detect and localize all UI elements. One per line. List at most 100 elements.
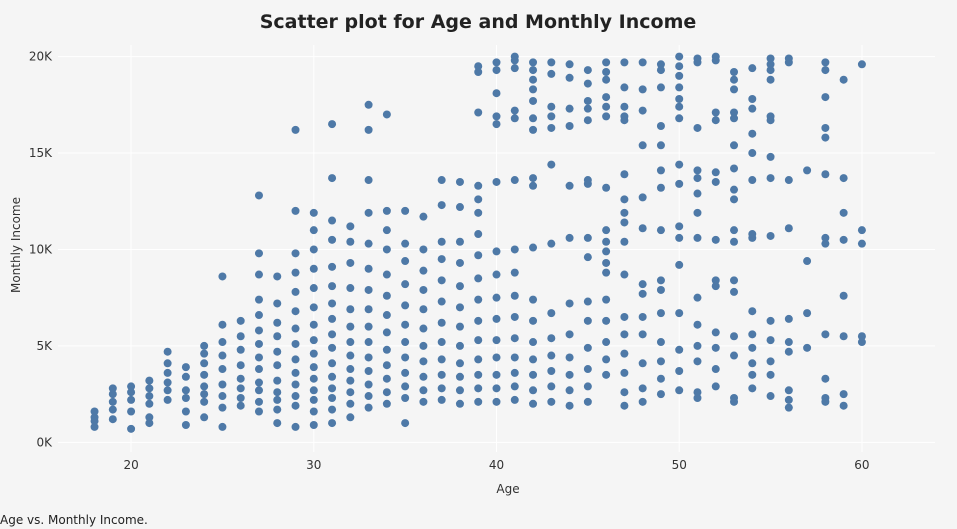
scatter-point: [748, 149, 757, 158]
scatter-point: [218, 392, 227, 401]
scatter-point: [529, 174, 538, 183]
scatter-point: [309, 386, 318, 395]
scatter-point: [784, 176, 793, 185]
scatter-point: [638, 330, 647, 339]
scatter-point: [602, 112, 611, 121]
scatter-point: [693, 293, 702, 302]
scatter-point: [474, 336, 483, 345]
scatter-point: [510, 245, 519, 254]
scatter-point: [529, 316, 538, 325]
scatter-point: [455, 399, 464, 408]
scatter-point: [620, 237, 629, 246]
scatter-point: [602, 58, 611, 67]
scatter-point: [711, 276, 720, 285]
scatter-point: [218, 380, 227, 389]
scatter-point: [529, 295, 538, 304]
scatter-point: [455, 258, 464, 267]
scatter-point: [254, 339, 263, 348]
scatter-point: [766, 336, 775, 345]
scatter-point: [236, 332, 245, 341]
scatter-point: [328, 343, 337, 352]
scatter-point: [547, 382, 556, 391]
scatter-point: [748, 359, 757, 368]
scatter-point: [200, 341, 209, 350]
scatter-point: [364, 366, 373, 375]
scatter-point: [328, 359, 337, 368]
x-tick-label: 30: [306, 458, 321, 472]
scatter-point: [583, 233, 592, 242]
scatter-point: [784, 314, 793, 323]
scatter-point: [382, 226, 391, 235]
scatter-point: [181, 407, 190, 416]
scatter-point: [693, 54, 702, 63]
scatter-point: [419, 397, 428, 406]
scatter-point: [474, 68, 483, 77]
y-tick-label: 10K: [29, 242, 53, 256]
scatter-point: [364, 264, 373, 273]
scatter-point: [108, 405, 117, 414]
scatter-point: [620, 112, 629, 121]
scatter-point: [730, 164, 739, 173]
scatter-point: [236, 374, 245, 383]
scatter-point: [309, 420, 318, 429]
scatter-point: [620, 312, 629, 321]
scatter-point: [565, 401, 574, 410]
scatter-point: [766, 60, 775, 69]
scatter-point: [547, 239, 556, 248]
scatter-point: [784, 54, 793, 63]
scatter-point: [766, 112, 775, 121]
scatter-point: [419, 341, 428, 350]
scatter-point: [784, 338, 793, 347]
scatter-point: [602, 247, 611, 256]
scatter-point: [328, 262, 337, 271]
scatter-point: [218, 338, 227, 347]
scatter-point: [364, 208, 373, 217]
scatter-point: [565, 233, 574, 242]
scatter-point: [711, 177, 720, 186]
scatter-point: [273, 347, 282, 356]
scatter-point: [638, 384, 647, 393]
scatter-point: [803, 343, 812, 352]
scatter-point: [419, 285, 428, 294]
scatter-point: [784, 395, 793, 404]
scatter-point: [602, 355, 611, 364]
scatter-point: [620, 218, 629, 227]
scatter-point: [693, 341, 702, 350]
scatter-point: [108, 390, 117, 399]
scatter-point: [90, 407, 99, 416]
scatter-point: [309, 226, 318, 235]
scatter-point: [492, 270, 501, 279]
scatter-point: [401, 393, 410, 402]
scatter-point: [455, 203, 464, 212]
scatter-point: [254, 326, 263, 335]
scatter-point: [455, 386, 464, 395]
scatter-point: [583, 66, 592, 75]
scatter-point: [181, 363, 190, 372]
scatter-point: [583, 96, 592, 105]
scatter-point: [492, 293, 501, 302]
scatter-point: [620, 388, 629, 397]
chart-caption: Age vs. Monthly Income.: [0, 513, 148, 527]
scatter-point: [492, 397, 501, 406]
scatter-point: [328, 372, 337, 381]
scatter-point: [693, 174, 702, 183]
scatter-point: [602, 183, 611, 192]
scatter-point: [273, 332, 282, 341]
scatter-point: [401, 301, 410, 310]
scatter-point: [474, 62, 483, 71]
scatter-point: [364, 353, 373, 362]
scatter-point: [638, 289, 647, 298]
scatter-point: [529, 75, 538, 84]
scatter-point: [693, 208, 702, 217]
scatter-point: [730, 108, 739, 117]
data-points: [90, 52, 866, 433]
scatter-point: [218, 351, 227, 360]
scatter-point: [181, 393, 190, 402]
scatter-point: [803, 257, 812, 266]
scatter-point: [675, 233, 684, 242]
scatter-point: [401, 320, 410, 329]
scatter-point: [748, 129, 757, 138]
scatter-point: [291, 249, 300, 258]
x-axis-tick-labels: 20 30 40 50 60: [123, 458, 869, 472]
scatter-point: [510, 176, 519, 185]
